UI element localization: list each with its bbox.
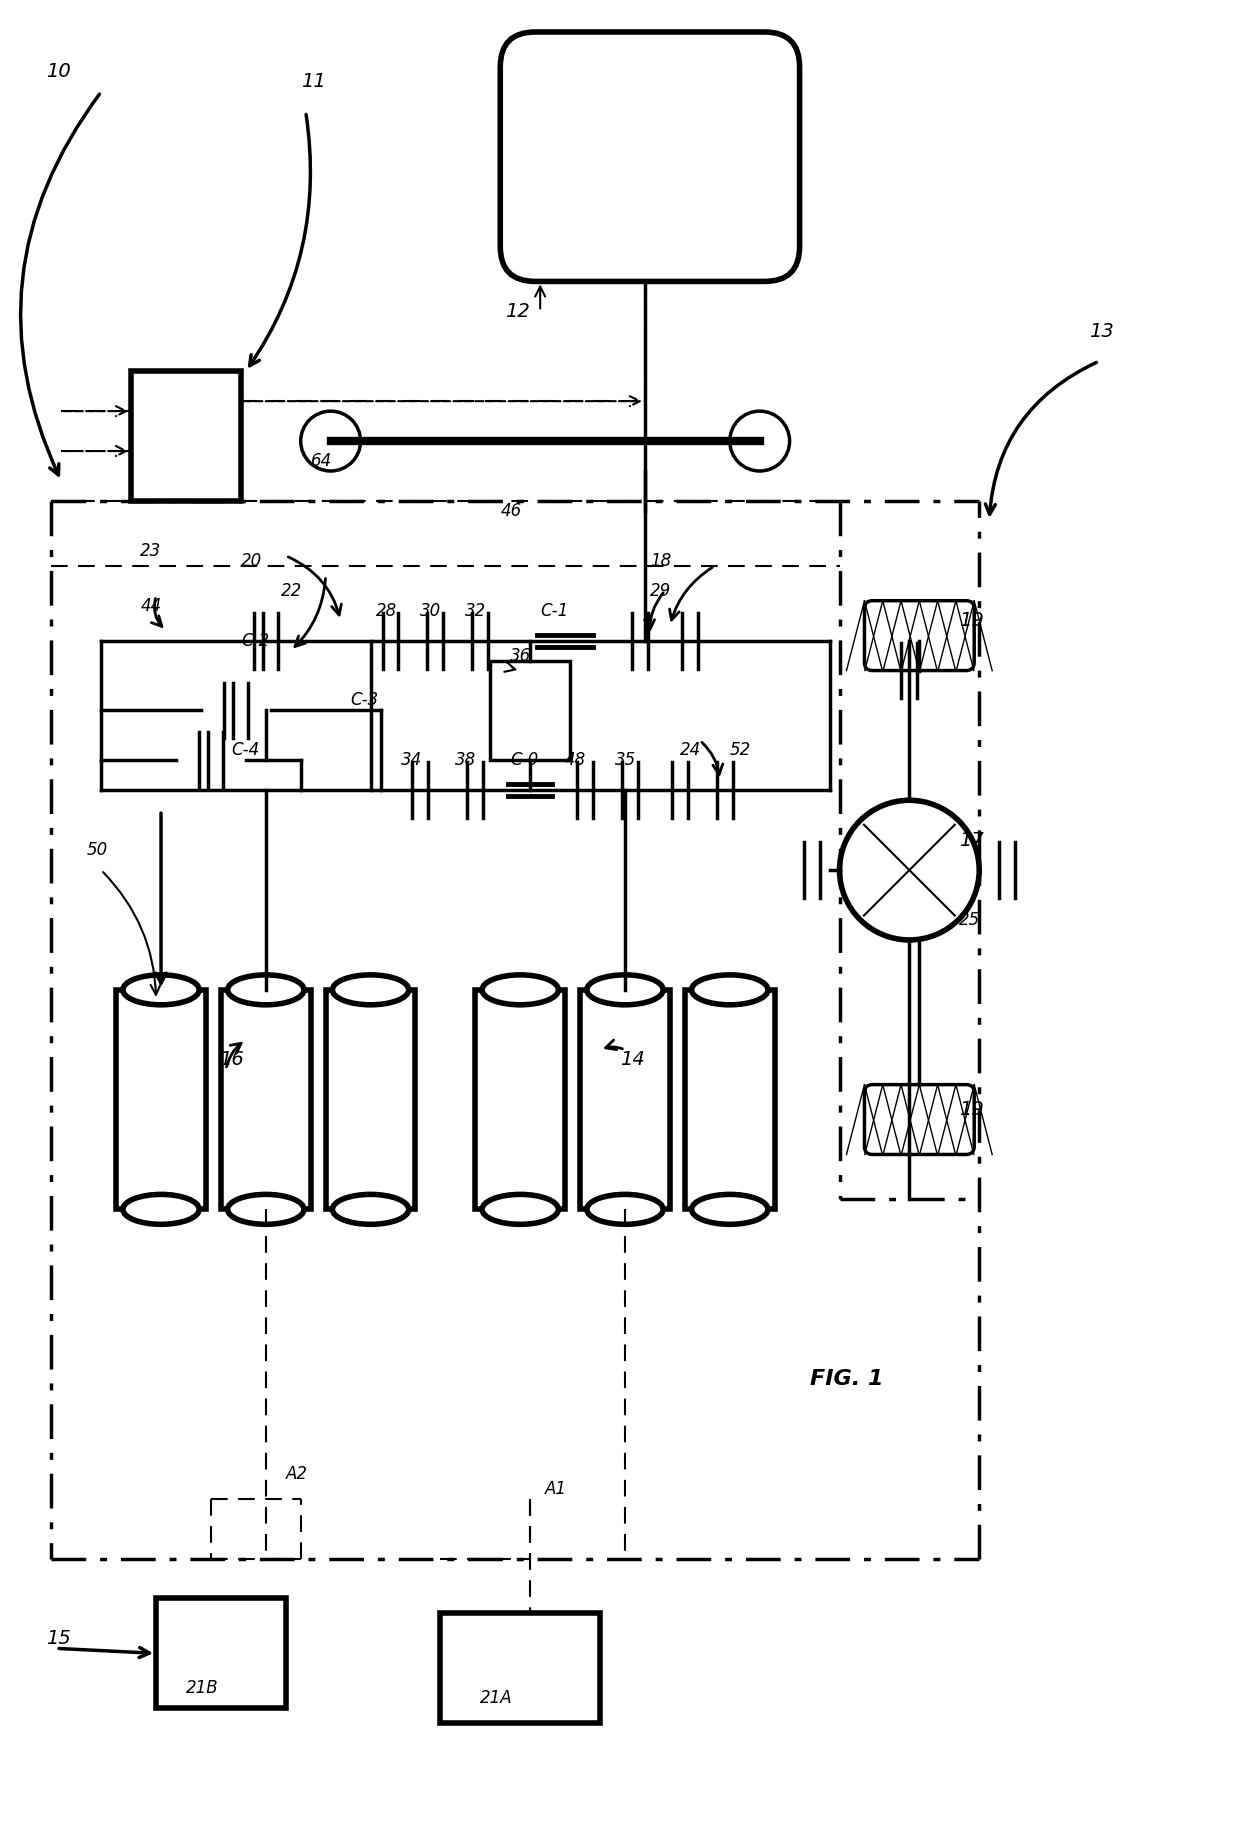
Text: 44: 44 [141, 597, 162, 614]
Text: 25: 25 [960, 912, 981, 928]
Text: C-0: C-0 [510, 752, 538, 770]
Text: 30: 30 [420, 601, 441, 619]
Ellipse shape [123, 974, 200, 1005]
Circle shape [730, 412, 790, 471]
Text: 32: 32 [465, 601, 486, 619]
Text: 48: 48 [565, 752, 587, 770]
Text: A1: A1 [546, 1480, 567, 1498]
Text: 19: 19 [960, 1101, 985, 1119]
Text: C-3: C-3 [351, 691, 379, 709]
Ellipse shape [587, 1195, 663, 1224]
Ellipse shape [332, 1195, 409, 1224]
Bar [156, 1599, 285, 1708]
Text: 29: 29 [650, 583, 671, 599]
Text: A2: A2 [285, 1465, 308, 1483]
Ellipse shape [692, 974, 768, 1005]
Text: 13: 13 [1089, 322, 1114, 340]
FancyBboxPatch shape [864, 601, 975, 671]
Text: 22: 22 [280, 583, 303, 599]
Ellipse shape [482, 1195, 558, 1224]
Text: 46: 46 [500, 502, 522, 520]
Bar [684, 991, 775, 1209]
Circle shape [839, 800, 980, 939]
Text: 14: 14 [620, 1049, 645, 1070]
Text: 64: 64 [311, 452, 332, 471]
Text: FIG. 1: FIG. 1 [810, 1369, 883, 1390]
Text: 35: 35 [615, 752, 636, 770]
Text: 28: 28 [376, 601, 397, 619]
Ellipse shape [692, 1195, 768, 1224]
Ellipse shape [123, 1195, 200, 1224]
Text: 18: 18 [650, 551, 671, 570]
Text: 50: 50 [87, 842, 108, 858]
Ellipse shape [587, 974, 663, 1005]
Text: 52: 52 [730, 741, 751, 759]
Ellipse shape [228, 974, 304, 1005]
Text: 12: 12 [505, 301, 529, 322]
Text: C-4: C-4 [231, 741, 259, 759]
Ellipse shape [482, 974, 558, 1005]
Text: 23: 23 [140, 542, 161, 561]
Bar [475, 991, 565, 1209]
Text: 11: 11 [301, 72, 325, 92]
Text: 17: 17 [960, 831, 985, 849]
Text: 19: 19 [960, 612, 985, 630]
Text: 24: 24 [680, 741, 701, 759]
Ellipse shape [228, 1195, 304, 1224]
Bar [131, 371, 241, 502]
Bar [580, 991, 670, 1209]
Text: 10: 10 [46, 62, 71, 81]
Bar [440, 1614, 600, 1724]
Text: 21A: 21A [480, 1689, 513, 1708]
Text: 36: 36 [510, 647, 532, 665]
Text: C-2: C-2 [241, 632, 269, 649]
Text: C-1: C-1 [541, 601, 568, 619]
Bar [490, 660, 570, 761]
Bar [326, 991, 415, 1209]
Circle shape [301, 412, 361, 471]
Text: 34: 34 [401, 752, 422, 770]
Ellipse shape [332, 974, 409, 1005]
Text: 15: 15 [46, 1628, 71, 1649]
FancyBboxPatch shape [864, 1084, 975, 1154]
Text: 21B: 21B [186, 1680, 218, 1696]
Bar [221, 991, 311, 1209]
FancyBboxPatch shape [500, 31, 800, 281]
Bar [117, 991, 206, 1209]
Text: 20: 20 [241, 551, 262, 570]
Text: 38: 38 [455, 752, 476, 770]
Text: 16: 16 [219, 1049, 243, 1070]
